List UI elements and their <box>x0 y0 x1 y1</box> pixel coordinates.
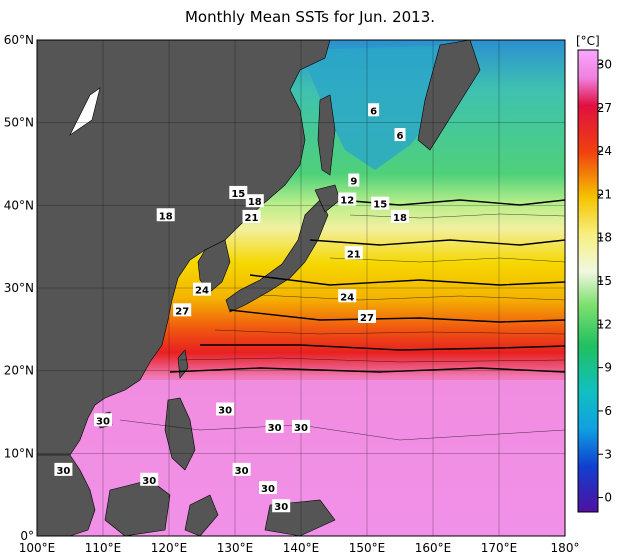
lon-tick-label: 120°E <box>151 541 188 555</box>
lat-tick-label: 20°N <box>4 364 34 378</box>
lon-tick-label: 140°E <box>283 541 320 555</box>
lat-tick-label: 40°N <box>4 198 34 212</box>
colorbar-tick-label: 0 <box>604 491 612 505</box>
contour-label-bg <box>265 419 284 433</box>
contour-label: 30 <box>218 406 232 417</box>
lat-tick-label: 10°N <box>4 446 34 460</box>
contour-label: 30 <box>142 476 156 487</box>
colorbar-tick-label: 15 <box>597 274 612 288</box>
contour-label: 15 <box>373 200 387 211</box>
lon-tick-label: 180° <box>551 541 580 555</box>
lon-tick-label: 110°E <box>85 541 122 555</box>
colorbar-tick-label: 3 <box>604 447 612 461</box>
contour-label-bg <box>245 194 264 208</box>
colorbar-tick-label: 9 <box>604 361 612 375</box>
colorbar-tick-label: 6 <box>604 404 612 418</box>
lon-tick-label: 160°E <box>415 541 452 555</box>
contour-label-bg <box>193 282 211 296</box>
colorbar-tick-label: 24 <box>597 144 612 158</box>
contour-label: 21 <box>245 213 259 224</box>
contour-label: 30 <box>96 416 110 427</box>
contour-label-bg <box>394 128 406 142</box>
contour-label-bg <box>232 462 251 476</box>
contour-label: 30 <box>235 466 249 477</box>
lon-tick-label: 100°E <box>19 541 56 555</box>
contour-label: 9 <box>350 177 357 188</box>
map-frame <box>36 39 566 537</box>
contour-label: 15 <box>231 189 245 200</box>
longitude-labels: 100°E 110°E 120°E 130°E 140°E 150°E 160°E 170°E… <box>19 541 580 555</box>
colorbar-tick-label: 30 <box>597 57 612 71</box>
contour-label-bg <box>348 173 360 187</box>
contour-label-bg <box>272 499 291 513</box>
contour-label-bg <box>292 419 310 433</box>
isotherm-lines <box>169 199 566 373</box>
contour-label-bg <box>338 289 357 303</box>
contour-label-bg <box>259 481 277 495</box>
colorbar-tick-label: 12 <box>597 317 612 331</box>
contour-label-bg <box>338 192 357 206</box>
contour-label-bg <box>391 209 409 223</box>
contour-label-bg <box>358 309 376 323</box>
map-title: Monthly Mean SSTs for Jun. 2013. <box>184 8 436 26</box>
colorbar-tick-label: 18 <box>597 231 612 245</box>
contour-label: 18 <box>393 213 407 224</box>
contour-label: 21 <box>347 249 361 260</box>
contour-label: 24 <box>340 292 354 303</box>
colorbar <box>577 49 599 513</box>
colorbar-unit: [°C] <box>576 34 600 48</box>
lat-tick-label: 50°N <box>4 116 34 130</box>
lat-tick-label: 30°N <box>4 281 34 295</box>
contour-label-bg <box>140 472 159 486</box>
lon-tick-label: 150°E <box>349 541 386 555</box>
contour-label: 27 <box>360 313 374 324</box>
contour-label: 30 <box>56 466 70 477</box>
lat-tick-label: 60°N <box>4 33 34 47</box>
lon-tick-label: 130°E <box>217 541 254 555</box>
contour-label: 6 <box>397 131 404 142</box>
contour-label-bg <box>54 462 73 476</box>
contour-label-bg <box>173 303 192 317</box>
contour-label: 12 <box>340 196 354 207</box>
contour-label-bg <box>216 402 235 416</box>
lon-tick-label: 170°E <box>481 541 518 555</box>
colorbar-tick-label: 21 <box>597 187 612 201</box>
contour-label: 30 <box>294 423 308 434</box>
contour-label: 30 <box>268 423 282 434</box>
colorbar-tick-label: 27 <box>597 101 612 115</box>
contour-label: 24 <box>195 286 209 297</box>
contour-label: 18 <box>248 197 262 208</box>
contour-label: 30 <box>274 502 288 513</box>
contour-label-bg <box>242 209 261 223</box>
land <box>36 39 481 537</box>
contour-label-bg <box>371 196 390 210</box>
contour-label: 6 <box>370 106 377 117</box>
latitude-labels: 60°N 50°N 40°N 30°N 20°N 10°N 0° <box>4 33 34 543</box>
contour-label-bg <box>156 208 175 222</box>
contour-label: 18 <box>159 211 173 222</box>
contour-label-bg <box>344 246 363 260</box>
lat-tick-label: 0° <box>20 529 34 543</box>
contour-label: 27 <box>175 306 189 317</box>
contour-label-bg <box>229 185 248 199</box>
okhotsk-sea <box>300 45 460 170</box>
contour-label-bg <box>368 103 380 117</box>
contour-label-bg <box>94 413 112 427</box>
contour-label: 30 <box>261 484 275 495</box>
